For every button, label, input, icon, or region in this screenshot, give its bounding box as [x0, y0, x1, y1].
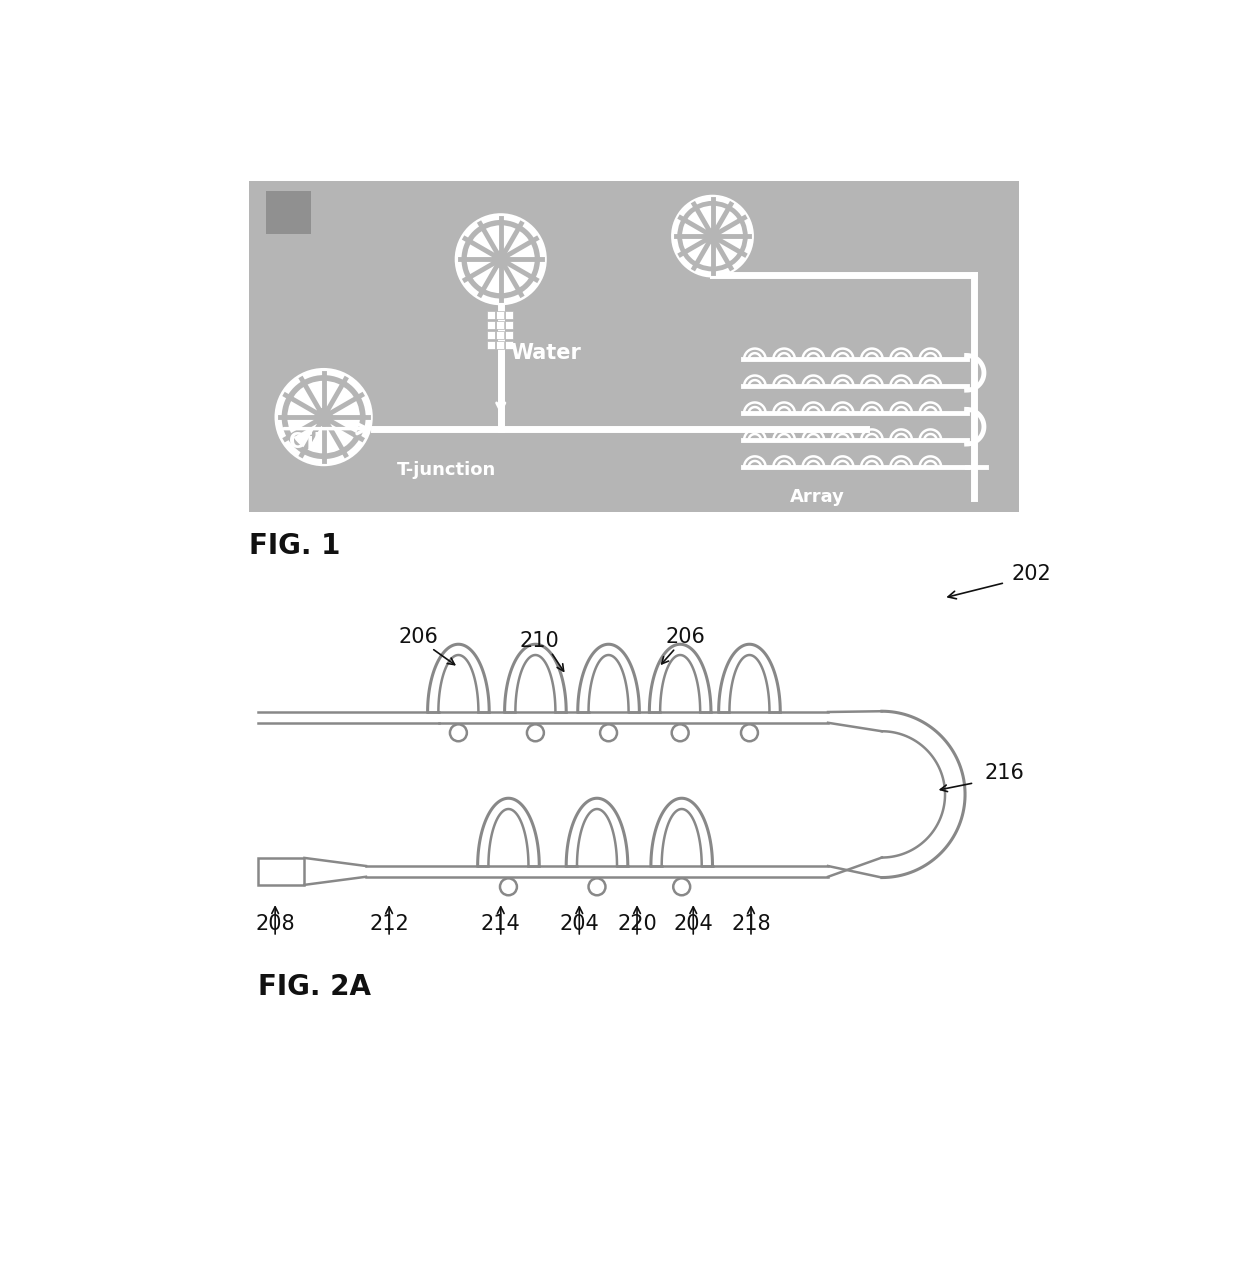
Bar [258, 858, 304, 885]
Bar [487, 310, 495, 319]
Text: 204: 204 [673, 914, 713, 934]
Circle shape [706, 228, 719, 244]
Circle shape [600, 724, 618, 741]
Text: 204: 204 [559, 914, 599, 934]
Bar [506, 310, 513, 319]
Bar [496, 310, 503, 319]
Text: Water: Water [510, 343, 580, 363]
Circle shape [672, 724, 688, 741]
Bar [506, 321, 513, 329]
Circle shape [672, 196, 753, 276]
Bar [506, 331, 513, 339]
Text: 210: 210 [520, 631, 559, 650]
Bar [487, 321, 495, 329]
Circle shape [277, 370, 372, 464]
Bar [487, 341, 495, 350]
Circle shape [315, 409, 332, 425]
Text: 208: 208 [255, 914, 295, 934]
Text: T-junction: T-junction [397, 461, 496, 478]
Text: 212: 212 [370, 914, 409, 934]
Text: 218: 218 [732, 914, 771, 934]
Circle shape [492, 251, 508, 268]
Circle shape [500, 878, 517, 895]
Text: 202: 202 [1012, 564, 1052, 583]
Bar [487, 331, 495, 339]
Circle shape [450, 724, 467, 741]
Circle shape [589, 878, 605, 895]
Bar [506, 341, 513, 350]
Text: FIG. 2A: FIG. 2A [258, 973, 371, 1001]
Bar [496, 331, 503, 339]
Text: 206: 206 [666, 627, 706, 646]
Text: 216: 216 [985, 764, 1024, 782]
Circle shape [673, 878, 691, 895]
Text: Array: Array [790, 488, 844, 506]
Text: Oil: Oil [289, 432, 321, 452]
Circle shape [456, 215, 546, 304]
Text: 220: 220 [618, 914, 657, 934]
Text: FIG. 1: FIG. 1 [249, 533, 340, 560]
Text: 206: 206 [398, 627, 438, 646]
Text: 214: 214 [481, 914, 521, 934]
Bar [249, 180, 1019, 512]
Circle shape [742, 724, 758, 741]
Bar [265, 192, 310, 233]
Bar [496, 321, 503, 329]
Bar [496, 341, 503, 350]
Circle shape [527, 724, 544, 741]
